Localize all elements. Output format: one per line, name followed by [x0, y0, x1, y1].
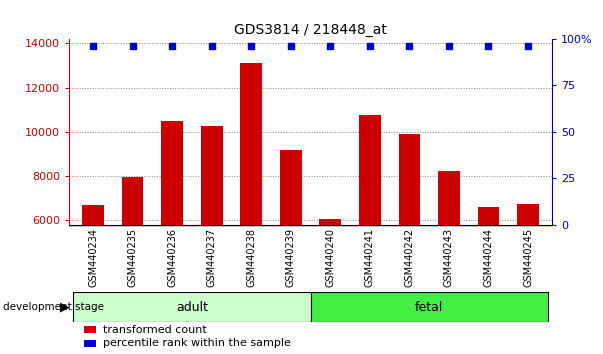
Point	[523, 43, 533, 48]
Point	[405, 43, 414, 48]
Text: transformed count: transformed count	[103, 325, 207, 335]
Point	[326, 43, 335, 48]
Point	[247, 43, 256, 48]
Point	[88, 43, 98, 48]
Text: percentile rank within the sample: percentile rank within the sample	[103, 338, 291, 348]
Bar	[399, 134, 420, 353]
Text: GSM440241: GSM440241	[365, 228, 375, 287]
Bar	[201, 126, 223, 353]
FancyBboxPatch shape	[311, 292, 548, 322]
Bar	[280, 149, 302, 353]
Bar	[161, 121, 183, 353]
Text: GSM440243: GSM440243	[444, 228, 454, 287]
Text: GSM440240: GSM440240	[325, 228, 335, 287]
Text: fetal: fetal	[415, 301, 443, 314]
Bar	[84, 326, 96, 333]
Point	[207, 43, 216, 48]
FancyBboxPatch shape	[74, 292, 311, 322]
Text: development stage: development stage	[3, 302, 104, 312]
Bar	[359, 115, 380, 353]
Bar	[517, 204, 539, 353]
Text: GSM440235: GSM440235	[128, 228, 137, 287]
Bar	[82, 205, 104, 353]
Bar	[241, 63, 262, 353]
Bar	[438, 171, 460, 353]
Point	[128, 43, 137, 48]
Text: GSM440245: GSM440245	[523, 228, 533, 287]
Bar	[320, 219, 341, 353]
Text: GSM440234: GSM440234	[88, 228, 98, 287]
Text: GSM440238: GSM440238	[246, 228, 256, 287]
Point	[286, 43, 295, 48]
Text: GSM440242: GSM440242	[405, 228, 414, 287]
Bar	[122, 177, 144, 353]
Text: ▶: ▶	[60, 301, 70, 314]
Text: GSM440244: GSM440244	[484, 228, 493, 287]
Text: GSM440237: GSM440237	[207, 228, 216, 287]
Point	[365, 43, 374, 48]
Text: GSM440239: GSM440239	[286, 228, 296, 287]
Point	[484, 43, 493, 48]
Text: GSM440236: GSM440236	[167, 228, 177, 287]
Bar	[84, 340, 96, 347]
Text: adult: adult	[176, 301, 208, 314]
Point	[444, 43, 454, 48]
Bar	[478, 207, 499, 353]
Title: GDS3814 / 218448_at: GDS3814 / 218448_at	[234, 23, 387, 36]
Point	[167, 43, 177, 48]
